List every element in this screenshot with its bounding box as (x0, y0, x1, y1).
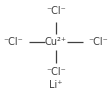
Text: ⁻Cl⁻: ⁻Cl⁻ (4, 37, 23, 47)
Text: ⁻Cl⁻: ⁻Cl⁻ (46, 67, 66, 77)
Text: Li⁺: Li⁺ (49, 80, 63, 90)
Text: ⁻Cl⁻: ⁻Cl⁻ (89, 37, 108, 47)
Text: ⁻Cl⁻: ⁻Cl⁻ (46, 6, 66, 16)
Text: Cu²⁺: Cu²⁺ (45, 37, 67, 47)
